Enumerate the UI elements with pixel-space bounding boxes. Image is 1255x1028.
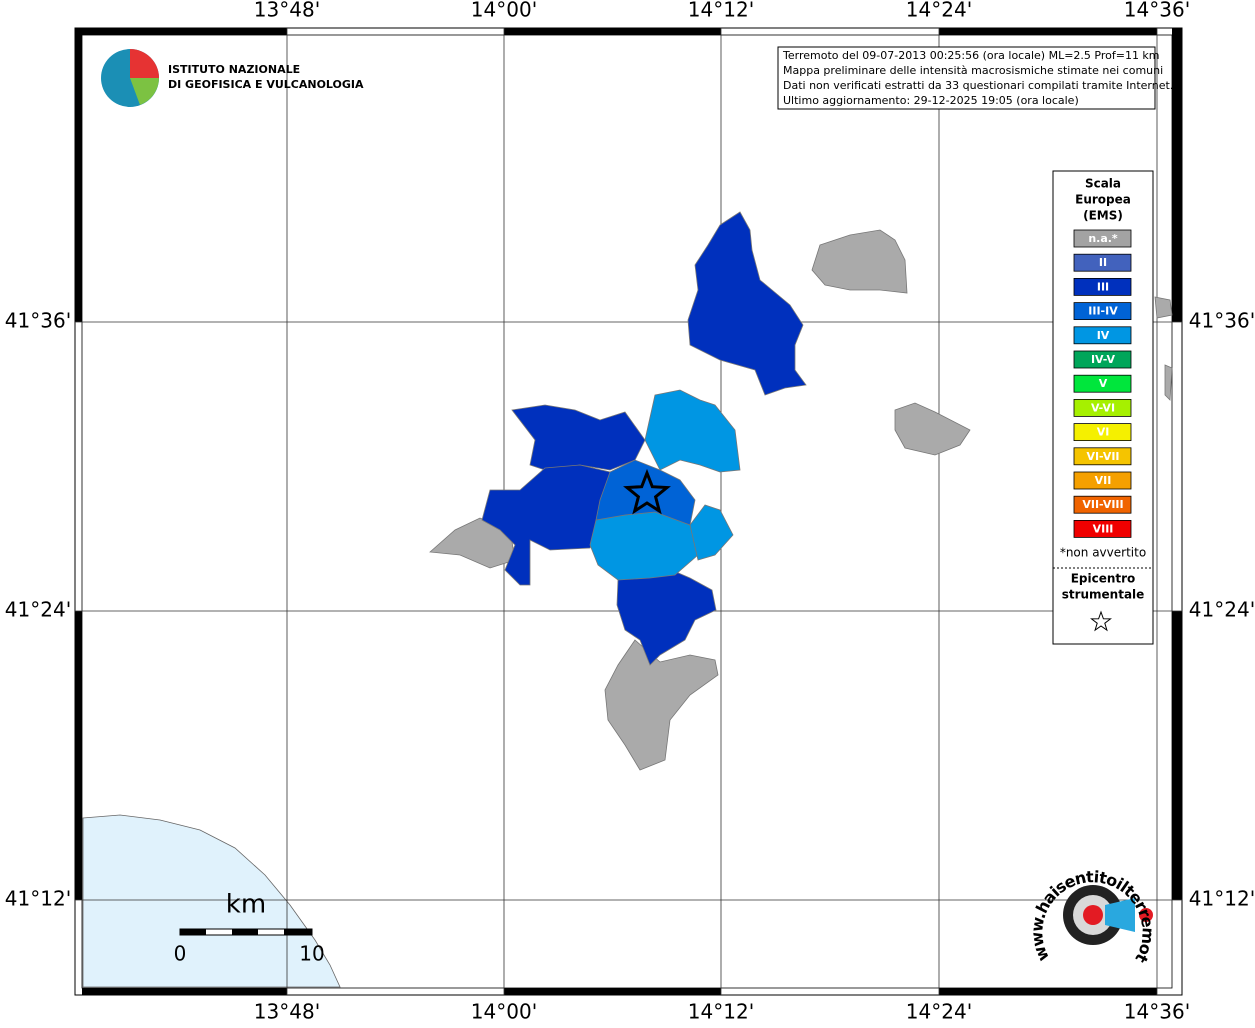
- info-line: Mappa preliminare delle intensità macros…: [783, 64, 1163, 77]
- legend-swatch: [1073, 326, 1132, 345]
- area-iii: [687, 211, 807, 396]
- legend-swatch: [1073, 374, 1132, 393]
- frame-stripe: [504, 28, 721, 35]
- legend-label: VII-VIII: [1082, 498, 1123, 511]
- info-line: Ultimo aggiornamento: 29-12-2025 19:05 (…: [783, 94, 1079, 107]
- frame-stripe: [504, 988, 721, 995]
- area-iii: [616, 562, 717, 666]
- legend-swatch: [1073, 398, 1132, 417]
- lon-label: 14°00': [471, 1000, 537, 1024]
- municipalities: [429, 211, 1173, 771]
- area-iv: [644, 389, 741, 473]
- frame-stripe: [82, 988, 287, 995]
- scale-label: 10: [299, 942, 324, 966]
- lon-label: 14°12': [688, 1000, 754, 1024]
- scale-unit: km: [226, 890, 266, 920]
- ingv-logo-part: [130, 78, 159, 105]
- info-line: Terremoto del 09-07-2013 00:25:56 (ora l…: [782, 49, 1160, 62]
- legend-footnote: *non avvertito: [1060, 546, 1146, 560]
- area-iii-iv: [595, 459, 696, 526]
- area-na: [1154, 296, 1173, 319]
- legend-swatch: [1073, 253, 1132, 272]
- ingv-logo-part: [130, 49, 159, 78]
- frame-stripe: [1172, 611, 1182, 900]
- legend-label: IV-V: [1091, 353, 1116, 366]
- legend-label: V-VI: [1091, 401, 1115, 414]
- area-iii: [481, 464, 616, 586]
- legend-swatch: [1073, 447, 1132, 466]
- scale-label: 0: [174, 942, 187, 966]
- lon-label: 14°36': [1124, 1000, 1190, 1024]
- legend-label: n.a.*: [1088, 232, 1118, 245]
- legend-swatch: [1073, 471, 1132, 490]
- map-inner: [81, 34, 1173, 989]
- legend-label: III-IV: [1088, 305, 1118, 318]
- ingv-text: ISTITUTO NAZIONALE: [168, 63, 300, 76]
- legend-epicenter: strumentale: [1062, 588, 1145, 602]
- info-box: [777, 46, 1156, 110]
- lat-label: 41°12': [1189, 887, 1255, 911]
- area-na: [1164, 364, 1173, 401]
- legend-swatch: [1073, 520, 1132, 538]
- lat-label: 41°36': [1189, 309, 1255, 333]
- lat-label: 41°36': [5, 309, 71, 333]
- legend-title: Europea: [1075, 193, 1131, 207]
- frame-stripe: [75, 28, 82, 322]
- legend-star: [1090, 610, 1112, 632]
- area-na: [429, 517, 516, 569]
- lon-label: 14°12': [688, 0, 754, 22]
- legend-swatch: [1073, 495, 1132, 514]
- legend-label: II: [1099, 256, 1107, 269]
- frame-stripe: [82, 28, 287, 35]
- lon-label: 14°24': [906, 0, 972, 22]
- sea: [82, 814, 341, 988]
- scale-bar: km 0 10: [174, 890, 325, 966]
- lat-label: 41°24': [1189, 598, 1255, 622]
- legend-label: III: [1097, 280, 1109, 293]
- lon-label: 13°48': [254, 1000, 320, 1024]
- legend-swatch: [1073, 350, 1132, 369]
- legend-label: IV: [1097, 329, 1110, 342]
- legend-swatch: [1073, 423, 1132, 442]
- legend-label: VI: [1097, 426, 1110, 439]
- frame-stripe: [939, 988, 1157, 995]
- area-iv: [689, 504, 734, 561]
- lon-label: 14°24': [906, 1000, 972, 1024]
- frame-stripe: [75, 611, 82, 900]
- info-text: Terremoto del 09-07-2013 00:25:56 (ora l…: [782, 49, 1173, 107]
- legend: ScalaEuropea(EMS)n.a.*IIIIIIII-IVIVIV-VV…: [1053, 177, 1153, 632]
- legend-swatch: [1073, 302, 1132, 321]
- area-na: [604, 639, 719, 771]
- ingv-text: DI GEOFISICA E VULCANOLOGIA: [168, 78, 364, 91]
- legend-title: (EMS): [1083, 209, 1123, 223]
- legend-title: Scala: [1085, 177, 1121, 191]
- lon-label: 14°36': [1124, 0, 1190, 22]
- frame-stripe: [939, 28, 1157, 35]
- area-na: [894, 402, 971, 456]
- epicenter-star: [623, 468, 671, 515]
- legend-swatch: [1073, 277, 1132, 296]
- area-na: [811, 229, 908, 294]
- lon-label: 14°00': [471, 0, 537, 22]
- info-line: Dati non verificati estratti da 33 quest…: [783, 79, 1173, 92]
- legend-label: V: [1099, 377, 1108, 390]
- legend-label: VI-VII: [1086, 450, 1119, 463]
- lat-label: 41°24': [5, 598, 71, 622]
- lat-label: 41°12': [5, 887, 71, 911]
- legend-label: VII: [1095, 474, 1112, 487]
- legend-swatch: [1073, 229, 1132, 248]
- legend-label: VIII: [1093, 522, 1114, 535]
- frame-stripe: [1172, 28, 1182, 322]
- legend-epicenter: Epicentro: [1071, 572, 1136, 586]
- lon-label: 13°48': [254, 0, 320, 22]
